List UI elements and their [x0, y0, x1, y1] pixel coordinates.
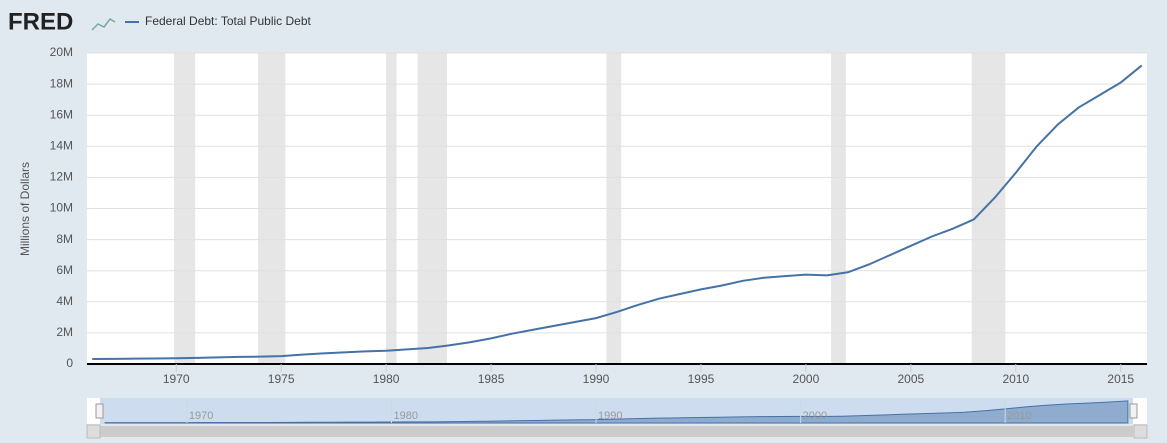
scroll-left[interactable]: [86, 424, 101, 439]
legend-label: Federal Debt: Total Public Debt: [145, 14, 312, 28]
y-tick-label: 16M: [50, 107, 73, 121]
series-line: [92, 64, 1143, 361]
navigator-tick-label: 2000: [803, 410, 827, 422]
y-tick-label: 2M: [56, 325, 73, 339]
navigator-tick-label: 1970: [189, 410, 213, 422]
y-tick-label: 10M: [50, 201, 73, 215]
x-tick-label: 1975: [268, 372, 295, 386]
x-tick-label: 2010: [1002, 372, 1029, 386]
y-tick-label: 12M: [50, 170, 73, 184]
y-axis-label: Millions of Dollars: [18, 162, 32, 256]
navigator-handle-right[interactable]: [1129, 403, 1138, 419]
navigator-handle-left[interactable]: [95, 403, 104, 419]
y-tick-label: 4M: [56, 294, 73, 308]
y-tick-label: 8M: [56, 232, 73, 246]
x-tick-label: 1970: [163, 372, 190, 386]
x-tick-label: 1985: [478, 372, 505, 386]
navigator-area: [104, 400, 1129, 424]
logo-icon: [91, 18, 116, 31]
scroll-right[interactable]: [1133, 424, 1148, 439]
navigator-tick-label: 1980: [393, 410, 417, 422]
y-tick-label: 14M: [50, 138, 73, 152]
x-tick-label: 1995: [688, 372, 715, 386]
x-tick-label: 2015: [1107, 372, 1134, 386]
x-tick-label: 1990: [583, 372, 610, 386]
y-tick-label: 6M: [56, 263, 73, 277]
scrollbar-thumb[interactable]: [100, 426, 1133, 437]
logo[interactable]: FRED: [8, 8, 73, 35]
navigator-window[interactable]: [100, 398, 1133, 424]
x-tick-label: 2000: [793, 372, 820, 386]
x-tick-label: 2005: [898, 372, 925, 386]
y-tick-label: 0: [66, 356, 73, 370]
navigator-tick-label: 2010: [1007, 410, 1031, 422]
x-tick-label: 1980: [373, 372, 400, 386]
navigator-tick-label: 1990: [598, 410, 622, 422]
y-tick-label: 18M: [50, 76, 73, 90]
y-tick-label: 20M: [50, 45, 73, 59]
